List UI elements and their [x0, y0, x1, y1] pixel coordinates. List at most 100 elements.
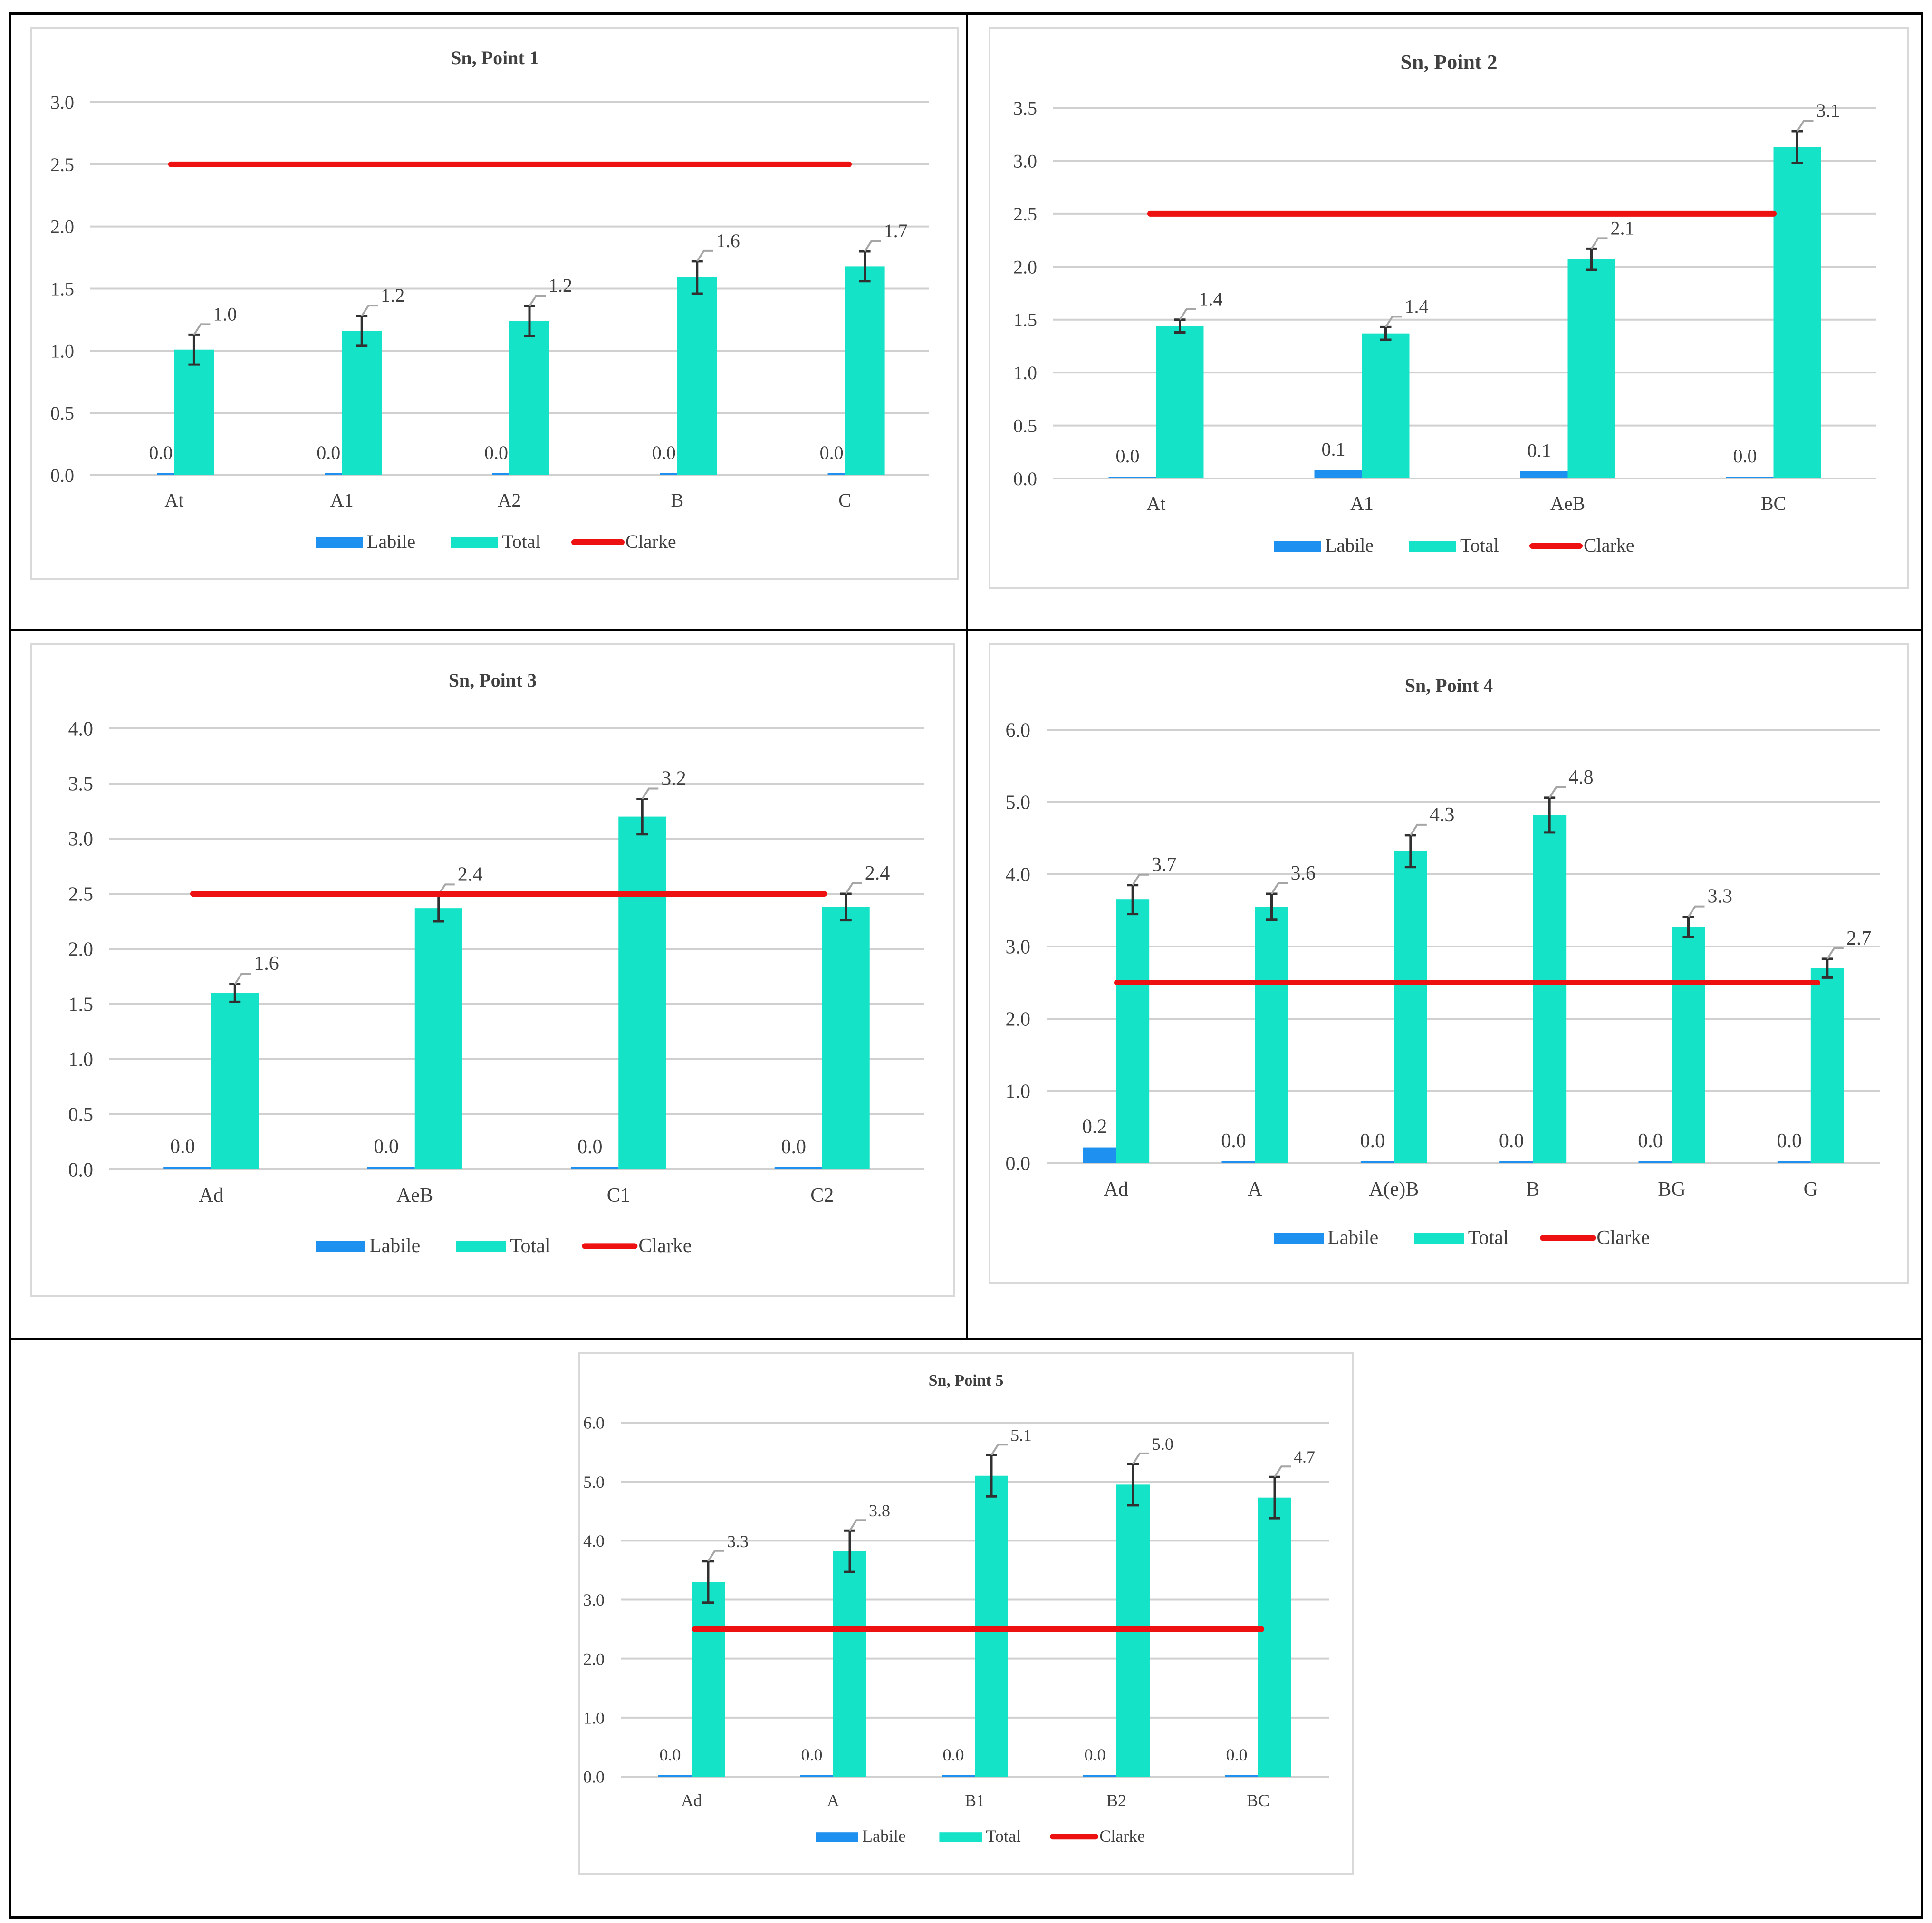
- x-tick-label: A1: [1350, 493, 1374, 514]
- data-label-leader: [849, 1519, 866, 1531]
- x-tick-label: BC: [1247, 1791, 1269, 1810]
- legend-label-clarke: Clarke: [1099, 1827, 1145, 1846]
- total-bar: [1258, 1497, 1291, 1777]
- y-tick-label: 3.5: [1013, 97, 1037, 119]
- labile-bar: [1083, 1775, 1116, 1777]
- y-tick-label: 3.0: [1013, 150, 1037, 172]
- chart-frame-2: [989, 27, 1909, 589]
- x-tick-label: B2: [1106, 1791, 1126, 1810]
- labile-data-label: 0.1: [1322, 439, 1346, 460]
- y-tick-label: 1.5: [1013, 309, 1037, 331]
- data-label-leader: [234, 973, 251, 985]
- total-data-label: 3.8: [869, 1501, 890, 1520]
- legend-label-labile: Labile: [1325, 535, 1374, 556]
- data-label-leader: [696, 249, 713, 262]
- x-tick-label: C: [838, 489, 851, 511]
- data-label-leader: [1132, 873, 1149, 886]
- labile-data-label: 0.0: [577, 1136, 603, 1158]
- labile-bar: [1726, 477, 1774, 478]
- y-tick-label: 5.0: [583, 1473, 605, 1492]
- labile-data-label: 0.2: [1082, 1116, 1107, 1138]
- labile-data-label: 0.0: [943, 1745, 964, 1764]
- chart-title: Sn, Point 1: [451, 47, 539, 68]
- x-tick-label: B: [671, 489, 683, 511]
- chart-title: Sn, Point 4: [1405, 675, 1493, 696]
- total-bar: [1394, 851, 1427, 1163]
- y-tick-label: 6.0: [1006, 720, 1031, 742]
- data-label-leader: [1384, 316, 1402, 328]
- legend-label-clarke: Clarke: [1584, 535, 1634, 556]
- x-tick-label: At: [164, 489, 183, 511]
- data-label-leader: [864, 240, 881, 252]
- labile-data-label: 0.0: [781, 1136, 807, 1158]
- labile-bar: [1360, 1161, 1394, 1163]
- cell-border-5: [9, 1338, 1923, 1919]
- labile-bar: [1638, 1161, 1672, 1163]
- total-data-label: 4.3: [1430, 804, 1455, 826]
- data-label-leader: [1796, 120, 1814, 132]
- legend-swatch-total: [939, 1832, 982, 1842]
- data-label-leader: [845, 882, 862, 895]
- total-data-label: 2.7: [1846, 928, 1872, 949]
- chart-title: Sn, Point 5: [929, 1372, 1004, 1389]
- total-bar: [211, 993, 259, 1169]
- labile-bar: [942, 1775, 975, 1777]
- y-tick-label: 2.5: [1013, 203, 1037, 225]
- labile-data-label: 0.0: [374, 1136, 399, 1158]
- labile-data-label: 0.0: [1085, 1745, 1106, 1764]
- y-tick-label: 0.0: [1013, 468, 1037, 489]
- labile-data-label: 0.0: [1638, 1130, 1663, 1152]
- labile-data-label: 0.0: [1499, 1130, 1524, 1152]
- total-bar: [1156, 326, 1204, 478]
- labile-data-label: 0.0: [1221, 1130, 1246, 1152]
- data-label-leader: [1132, 1452, 1149, 1464]
- total-data-label: 1.6: [716, 230, 740, 251]
- labile-bar: [1314, 470, 1362, 478]
- total-data-label: 3.1: [1817, 100, 1840, 121]
- legend-swatch-labile: [1274, 1233, 1324, 1244]
- x-tick-label: B1: [965, 1791, 985, 1810]
- total-data-label: 1.4: [1405, 296, 1429, 317]
- legend-label-clarke: Clarke: [638, 1235, 692, 1257]
- total-data-label: 1.2: [548, 275, 572, 296]
- y-tick-label: 1.5: [50, 278, 74, 300]
- y-tick-label: 3.5: [68, 774, 94, 795]
- labile-bar: [157, 473, 174, 475]
- labile-bar: [367, 1167, 415, 1169]
- total-bar: [1533, 815, 1567, 1163]
- x-tick-label: C2: [810, 1185, 834, 1206]
- legend-label-labile: Labile: [862, 1827, 906, 1846]
- labile-bar: [1221, 1161, 1255, 1163]
- y-tick-label: 3.0: [68, 829, 94, 851]
- x-tick-label: G: [1804, 1178, 1818, 1200]
- labile-data-label: 0.0: [820, 442, 844, 463]
- labile-bar: [1225, 1775, 1258, 1777]
- x-tick-label: Ad: [681, 1791, 702, 1810]
- chart-title: Sn, Point 3: [449, 670, 537, 691]
- y-tick-label: 2.0: [1006, 1009, 1031, 1031]
- chart-sn-point-3: Sn, Point 3 0.0 0.5 1.0 1.5 2.0 2.5 3.0 3.5 4.0 1.…: [68, 670, 924, 1257]
- total-bar: [1567, 259, 1615, 478]
- labile-data-label: 0.0: [1733, 445, 1757, 467]
- legend-label-clarke: Clarke: [1596, 1227, 1650, 1249]
- y-tick-label: 2.5: [68, 884, 94, 906]
- legend-swatch-labile: [316, 537, 363, 548]
- y-tick-label: 1.0: [68, 1049, 94, 1071]
- total-bar: [342, 331, 382, 475]
- total-data-label: 1.2: [381, 285, 404, 306]
- labile-bar: [774, 1167, 822, 1169]
- legend-label-labile: Labile: [369, 1235, 420, 1257]
- y-tick-label: 0.5: [1013, 415, 1037, 437]
- y-tick-label: 4.0: [583, 1531, 605, 1550]
- y-tick-label: 2.0: [50, 216, 74, 238]
- total-data-label: 2.1: [1611, 217, 1634, 239]
- total-bar: [833, 1551, 866, 1777]
- total-data-label: 3.7: [1152, 854, 1177, 876]
- legend-swatch-total: [451, 537, 498, 548]
- total-data-label: 4.8: [1568, 766, 1594, 788]
- y-tick-label: 4.0: [68, 718, 94, 740]
- data-label-leader: [1548, 786, 1566, 798]
- legend-swatch-labile: [316, 1241, 365, 1252]
- y-tick-label: 0.5: [50, 402, 74, 424]
- chart-title: Sn, Point 2: [1400, 50, 1497, 74]
